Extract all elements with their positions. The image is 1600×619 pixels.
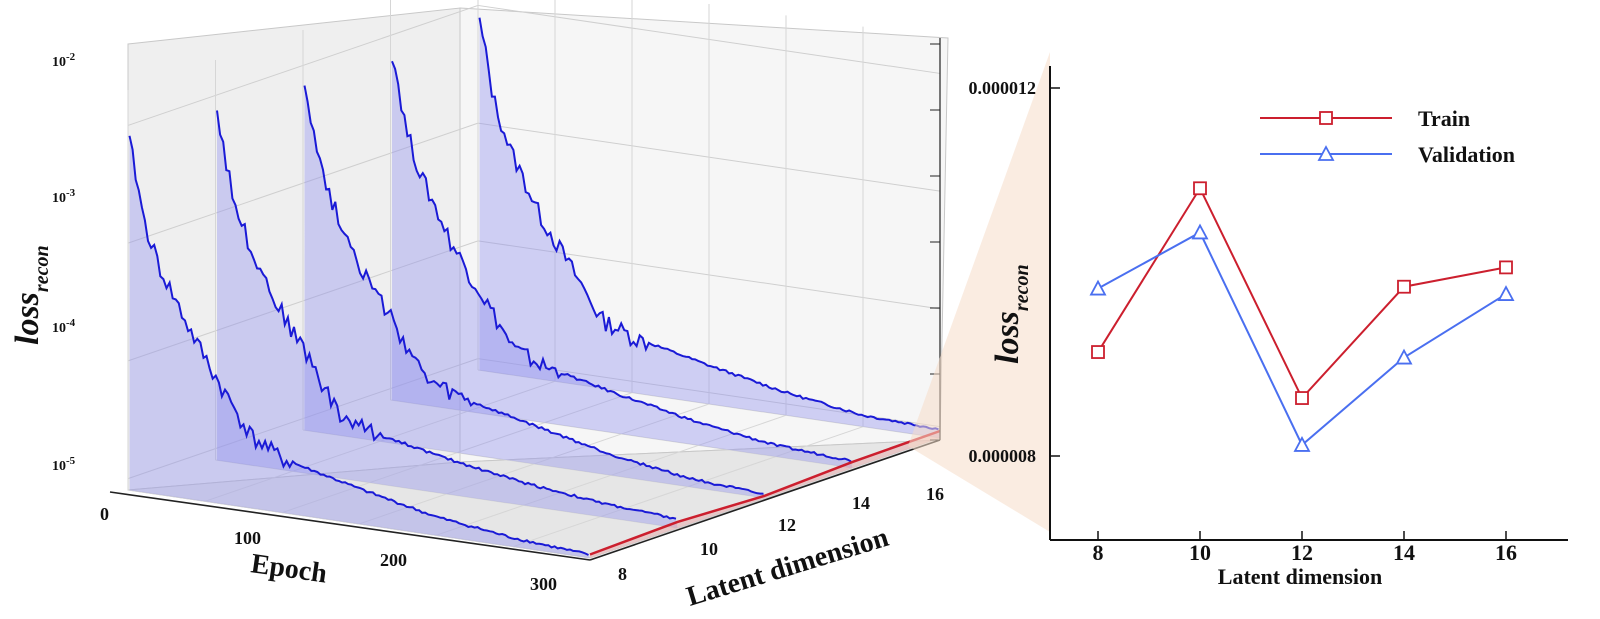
legend-train-label: Train: [1418, 106, 1470, 131]
series-line-train: [1097, 186, 1507, 400]
y-tick-label: 0.000012: [969, 78, 1037, 98]
train-point: [1295, 391, 1309, 405]
train-point: [1499, 260, 1513, 275]
y-tick-label: 0.000008: [969, 446, 1037, 466]
latent-tick-label: 8: [618, 564, 627, 584]
grid-3d: [127, 0, 941, 559]
validation-point: [1089, 279, 1107, 296]
z-tick-label: 10-3: [52, 187, 76, 206]
train-point: [1193, 181, 1207, 196]
x-tick-label: 16: [1495, 540, 1517, 565]
x-axis-label-2d: Latent dimension: [1218, 564, 1382, 589]
validation-point: [1497, 285, 1515, 301]
series-line-validation: [1097, 231, 1507, 447]
zoom-connector: [908, 52, 1050, 532]
validation-point: [1191, 223, 1209, 240]
curve-fill: [304, 85, 765, 498]
curve-fill: [217, 110, 678, 528]
loss-curve: [478, 17, 939, 431]
loss-curve: [303, 85, 764, 495]
z-tick-label: 10-2: [52, 51, 76, 70]
epoch-tick-label: 200: [380, 550, 407, 570]
validation-point: [1395, 348, 1413, 365]
x-tick-label: 10: [1189, 540, 1211, 565]
legend-validation-label: Validation: [1418, 142, 1515, 167]
epoch-tick-labels: 0 100 200 300: [100, 504, 557, 594]
x-tick-label: 8: [1093, 540, 1104, 565]
grid-line: [215, 459, 678, 529]
x-tick-label: 12: [1291, 540, 1313, 565]
grid-line: [390, 399, 853, 469]
z-tick-labels: 10-2 10-3 10-4 10-5: [52, 51, 76, 474]
epoch-tick-label: 300: [530, 574, 557, 594]
latent-tick-label: 16: [926, 484, 944, 504]
latent-tick-labels-3d: 8 10 12 14 16: [618, 484, 944, 584]
latent-tick-label: 14: [852, 493, 870, 513]
ticks-2d: [1050, 87, 1507, 540]
final-loss-line: [589, 429, 941, 558]
grid-line: [302, 429, 766, 499]
grid-line: [477, 369, 941, 439]
waterfall-curves: [128, 17, 940, 559]
legend-train-marker: [1319, 111, 1333, 125]
curve-fill: [479, 17, 940, 438]
epoch-axis-label: Epoch: [249, 548, 329, 589]
epoch-axis-line: [109, 491, 591, 561]
legend: Train Validation: [1260, 106, 1515, 167]
loss-curve: [391, 60, 852, 463]
legend-validation-marker: [1317, 145, 1335, 161]
loss-curve: [216, 110, 677, 520]
curve-fill: [129, 135, 590, 559]
latent-axis-line: [589, 439, 941, 561]
z-axis-label-3d: lossrecon: [9, 245, 53, 345]
loss-curve: [128, 135, 589, 556]
train-point: [1091, 345, 1105, 359]
train-point: [1397, 279, 1411, 294]
latent-tick-label: 10: [700, 539, 718, 559]
validation-point: [1293, 436, 1311, 452]
z-tick-label: 10-4: [52, 317, 76, 336]
line-chart-2d: [1049, 66, 1568, 541]
epoch-tick-label: 0: [100, 504, 109, 524]
final-loss-line: [589, 429, 941, 556]
series-lines: [1089, 181, 1515, 452]
curve-fill: [392, 61, 853, 469]
grid-line: [127, 489, 591, 559]
latent-axis-label-3d: Latent dimension: [683, 522, 893, 613]
x-tick-label: 14: [1393, 540, 1415, 565]
x-tick-labels-2d: 8 10 12 14 16: [1093, 540, 1518, 565]
y-axis-label-2d: lossrecon: [989, 264, 1033, 364]
epoch-tick-label: 100: [234, 528, 261, 548]
z-tick-label: 10-5: [52, 455, 76, 474]
y-tick-labels-2d: 0.000012 0.000008: [969, 78, 1037, 466]
latent-tick-label: 12: [778, 515, 796, 535]
